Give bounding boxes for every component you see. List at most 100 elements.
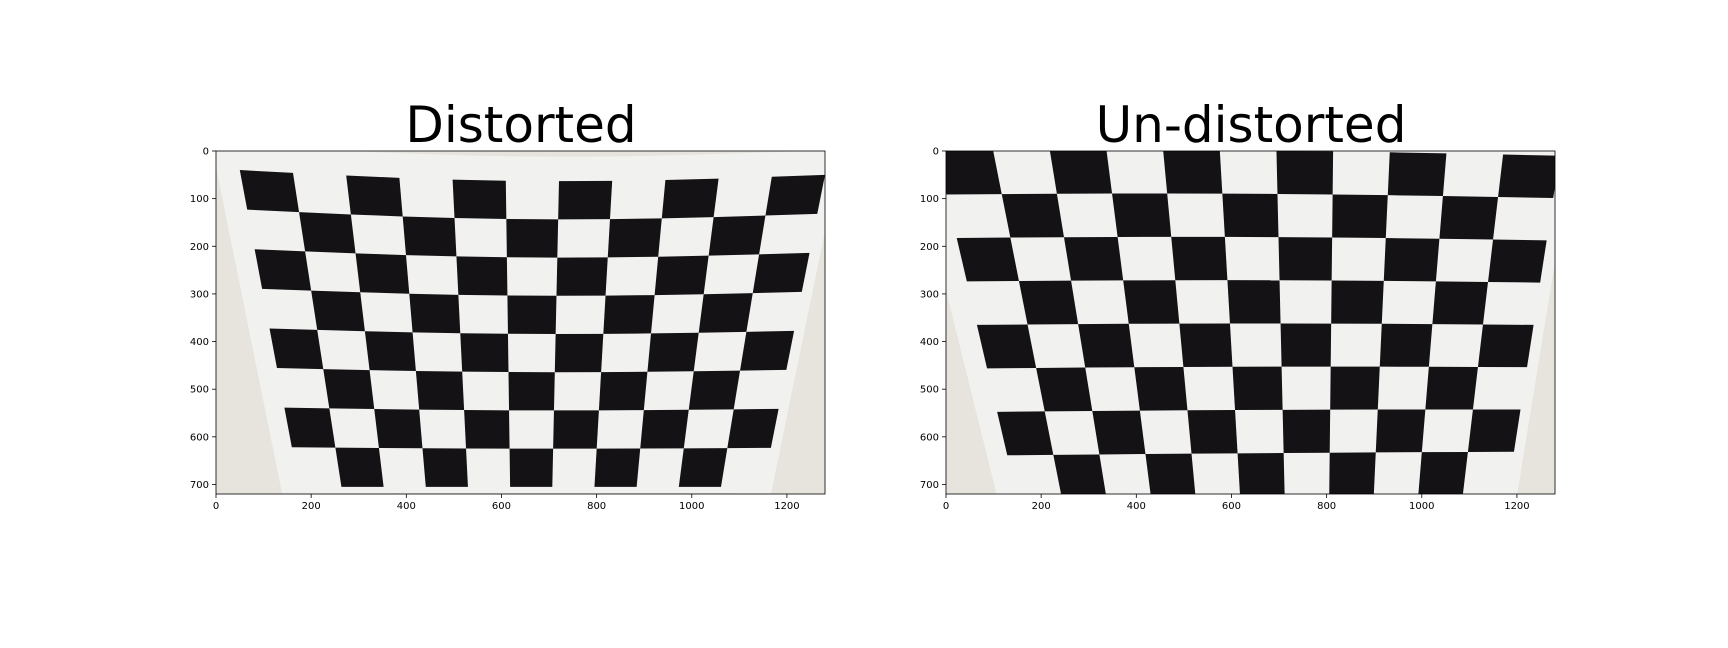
chessboard-image [946,151,1555,494]
x-tick-label: 400 [1127,501,1146,512]
board-square [1282,409,1331,453]
panel-title-undistorted: Un-distorted [1095,96,1407,154]
y-tick-label: 100 [920,194,939,205]
board-square [506,218,559,258]
board-square [374,409,423,449]
board-square [997,411,1054,456]
board-square [553,410,599,449]
board-square [355,253,410,294]
axes-frame [945,150,1556,495]
board-square [1078,323,1135,368]
y-tick-label: 700 [190,480,209,491]
board-square [452,179,507,219]
x-tick-label: 800 [1317,501,1336,512]
board-square [1049,151,1113,194]
board-square [364,331,416,371]
board-square [1227,280,1281,324]
board-square [1425,366,1478,410]
board-square [299,212,356,254]
x-tick-label: 1000 [679,501,704,512]
board-square [1171,236,1228,281]
axes-frame [215,150,826,495]
board-square [1329,452,1376,494]
y-tick-label: 600 [190,432,209,443]
board-square [1053,454,1106,494]
board-square [1276,151,1334,195]
y-tick-label: 500 [920,385,939,396]
board-square [603,295,655,334]
board-square [254,249,312,291]
board-square [346,175,403,217]
board-square [507,295,557,334]
panel-distorted: 0 200 400 600 800 1000 1200 0 100 200 300 400 500 600… [190,147,826,512]
x-tick-label: 400 [397,501,416,512]
board-square [1123,280,1180,324]
board-square [509,448,554,487]
board-square [946,151,1002,195]
y-tick-label: 100 [190,194,209,205]
x-tick-label: 0 [213,501,219,512]
board-square [554,333,604,373]
board-square [1375,409,1426,453]
board-square [1001,193,1064,238]
board-square [1280,323,1332,367]
board-square [1063,236,1124,281]
board-square [698,293,753,333]
x-tick-label: 600 [492,501,511,512]
board-square [1439,196,1499,240]
board-square [976,324,1037,369]
y-tick-label: 200 [920,242,939,253]
board-square [558,180,613,220]
board-square [508,372,555,411]
x-tick-label: 1200 [774,501,799,512]
board-square [239,170,300,213]
board-square [1163,151,1223,194]
x-tick-label: 1200 [1504,501,1529,512]
board-square [1179,323,1233,367]
board-square [956,237,1019,282]
board-square [1018,280,1079,325]
board-square [727,408,779,449]
board-square [1477,324,1534,368]
y-tick-label: 400 [920,337,939,348]
board-square [311,290,365,332]
board-square [1330,366,1380,410]
board-square [1145,453,1196,494]
y-tick-label: 500 [190,385,209,396]
board-square [598,371,648,411]
board-square [688,370,741,410]
board-square [654,255,709,296]
y-tick-label: 300 [920,289,939,300]
board-square [464,410,510,449]
x-tick-label: 200 [1032,501,1051,512]
board-square [647,332,699,372]
y-tick-label: 300 [190,289,209,300]
y-tick-label: 600 [920,432,939,443]
chessboard-image [216,151,825,494]
board-square [323,369,375,410]
board-square [1112,193,1172,237]
x-tick-label: 600 [1222,501,1241,512]
board-square [409,293,461,334]
board-square [556,257,608,296]
board-square [1278,237,1333,281]
board-square [1332,194,1388,239]
board-square [460,333,509,373]
board-square [765,174,825,216]
board-square [752,252,810,294]
panel-title-distorted: Distorted [405,96,637,154]
board-square [1331,280,1384,324]
board-square [1383,238,1440,282]
board-square [740,330,795,371]
board-square [456,256,508,296]
y-tick-label: 400 [190,337,209,348]
board-square [1187,410,1238,454]
board-square [1237,452,1285,494]
board-square [1488,239,1547,283]
board-square [1432,281,1489,325]
board-square [678,448,728,487]
board-square [335,447,384,487]
board-square [1467,409,1521,452]
board-square [1387,152,1447,197]
board-square [422,448,468,487]
